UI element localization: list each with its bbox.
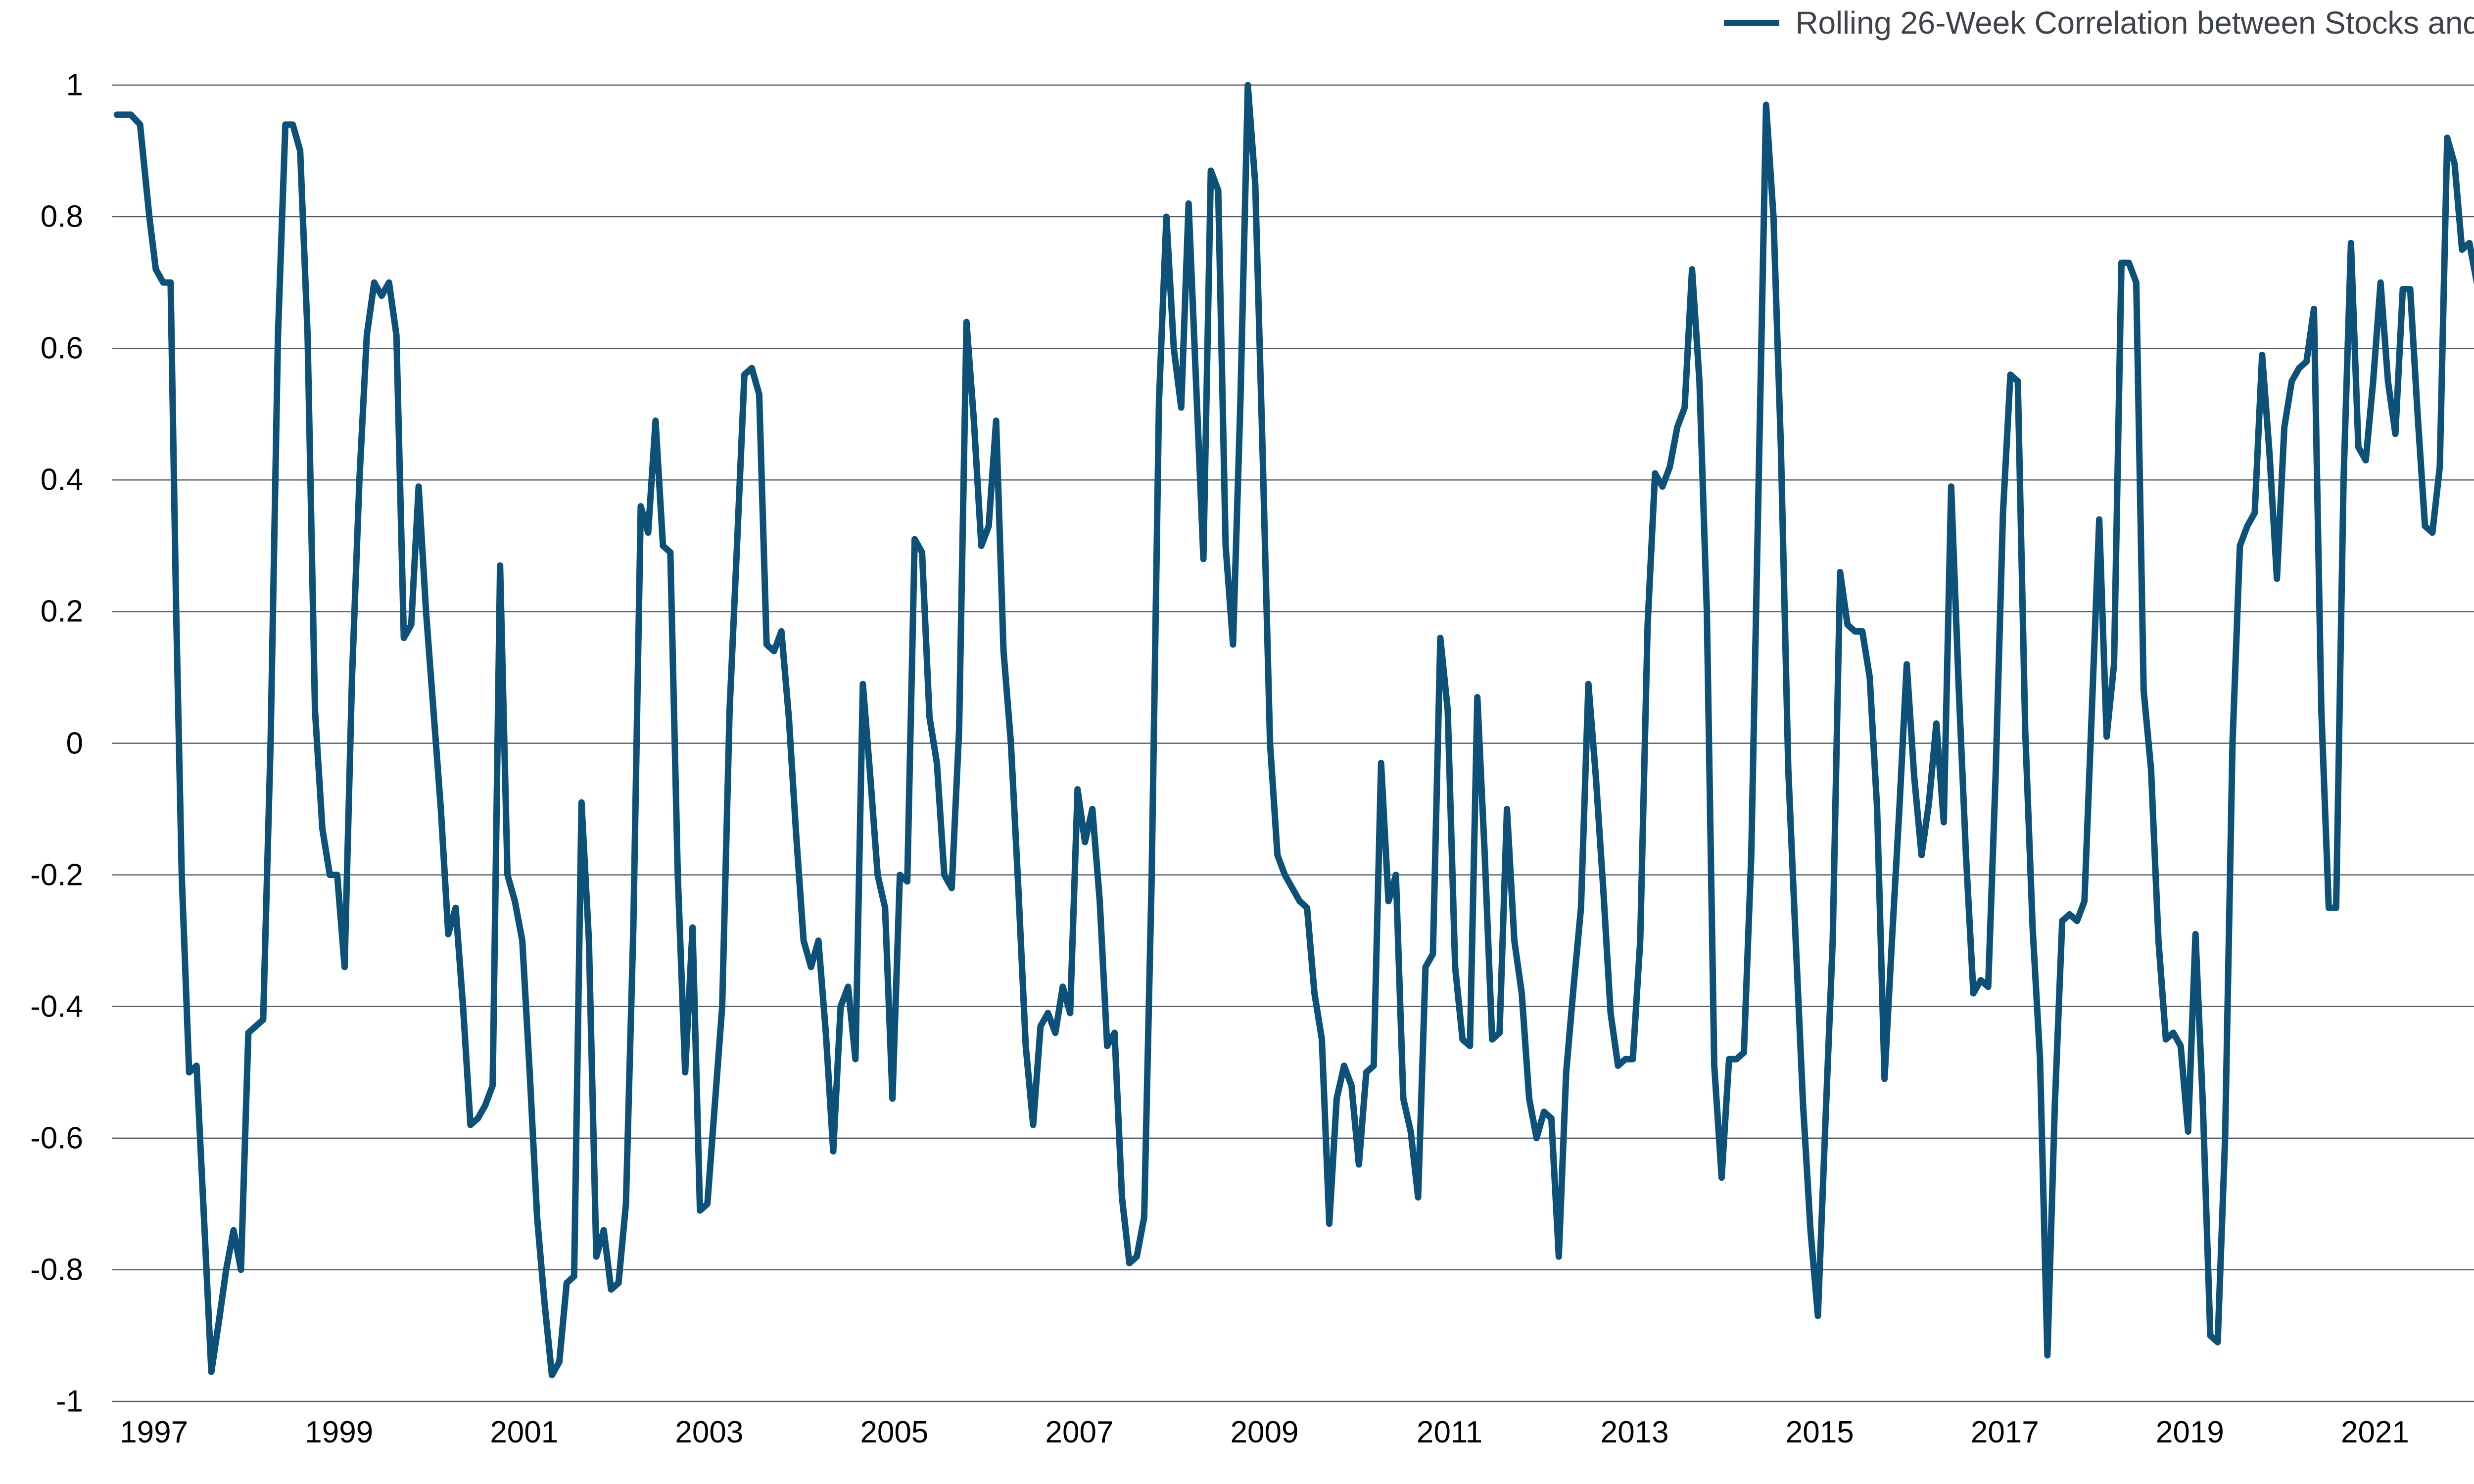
x-axis-tick-label: 2011 [1416,1415,1483,1449]
x-axis-tick-label: 2015 [1785,1415,1854,1449]
y-axis-tick-label: 0.8 [40,199,83,234]
series-group [113,82,2474,1379]
x-axis-tick-label: 2019 [2155,1415,2224,1449]
y-axis-tick-label: -0.4 [30,989,83,1024]
y-axis-tick-label: -0.8 [30,1252,83,1287]
x-axis-tick-label: 2003 [675,1415,744,1449]
x-axis-tick-label: 1997 [120,1415,189,1449]
y-axis-tick-label: 0.2 [40,594,83,629]
y-axis-tick-label: -0.6 [30,1121,83,1156]
legend-line-swatch-icon [1724,19,1780,26]
plot-area [112,82,2474,1401]
chart-legend: Rolling 26-Week Correlation between Stoc… [0,0,2474,46]
x-axis-tick-label: 2017 [1970,1415,2039,1449]
y-axis-tick-label: 1 [66,68,83,102]
series-svg [112,82,2474,1401]
x-axis-tick-label: 2001 [490,1415,559,1449]
x-axis-tick-label: 2009 [1230,1415,1299,1449]
x-axis-tick-label: 2021 [2340,1415,2409,1449]
y-axis-tick-label: 0 [66,726,83,760]
y-axis-tick-label: 0.4 [40,463,83,497]
x-axis-tick-label: 2005 [860,1415,929,1449]
x-axis: 1997 1999 2001 2003 2005 2007 2009 2011 2013 2015… [112,1415,2474,1469]
x-axis-tick-label: 1999 [305,1415,374,1449]
x-axis-tick-label: 2007 [1045,1415,1114,1449]
legend-entry-rolling-correlation[interactable]: Rolling 26-Week Correlation between Stoc… [1724,4,2474,41]
y-axis: 1 0.8 0.6 0.4 0.2 0 -0.2 -0.4 -0.6 -0.8 -1 [0,68,104,1419]
legend-entry-label: Rolling 26-Week Correlation between Stoc… [1795,5,2474,41]
x-axis-tick-label: 2013 [1600,1415,1669,1449]
y-axis-tick-label: -0.2 [30,858,83,892]
y-axis-tick-label: -1 [55,1384,83,1419]
series-line [113,82,2474,1379]
y-axis-tick-label: 0.6 [40,331,83,366]
